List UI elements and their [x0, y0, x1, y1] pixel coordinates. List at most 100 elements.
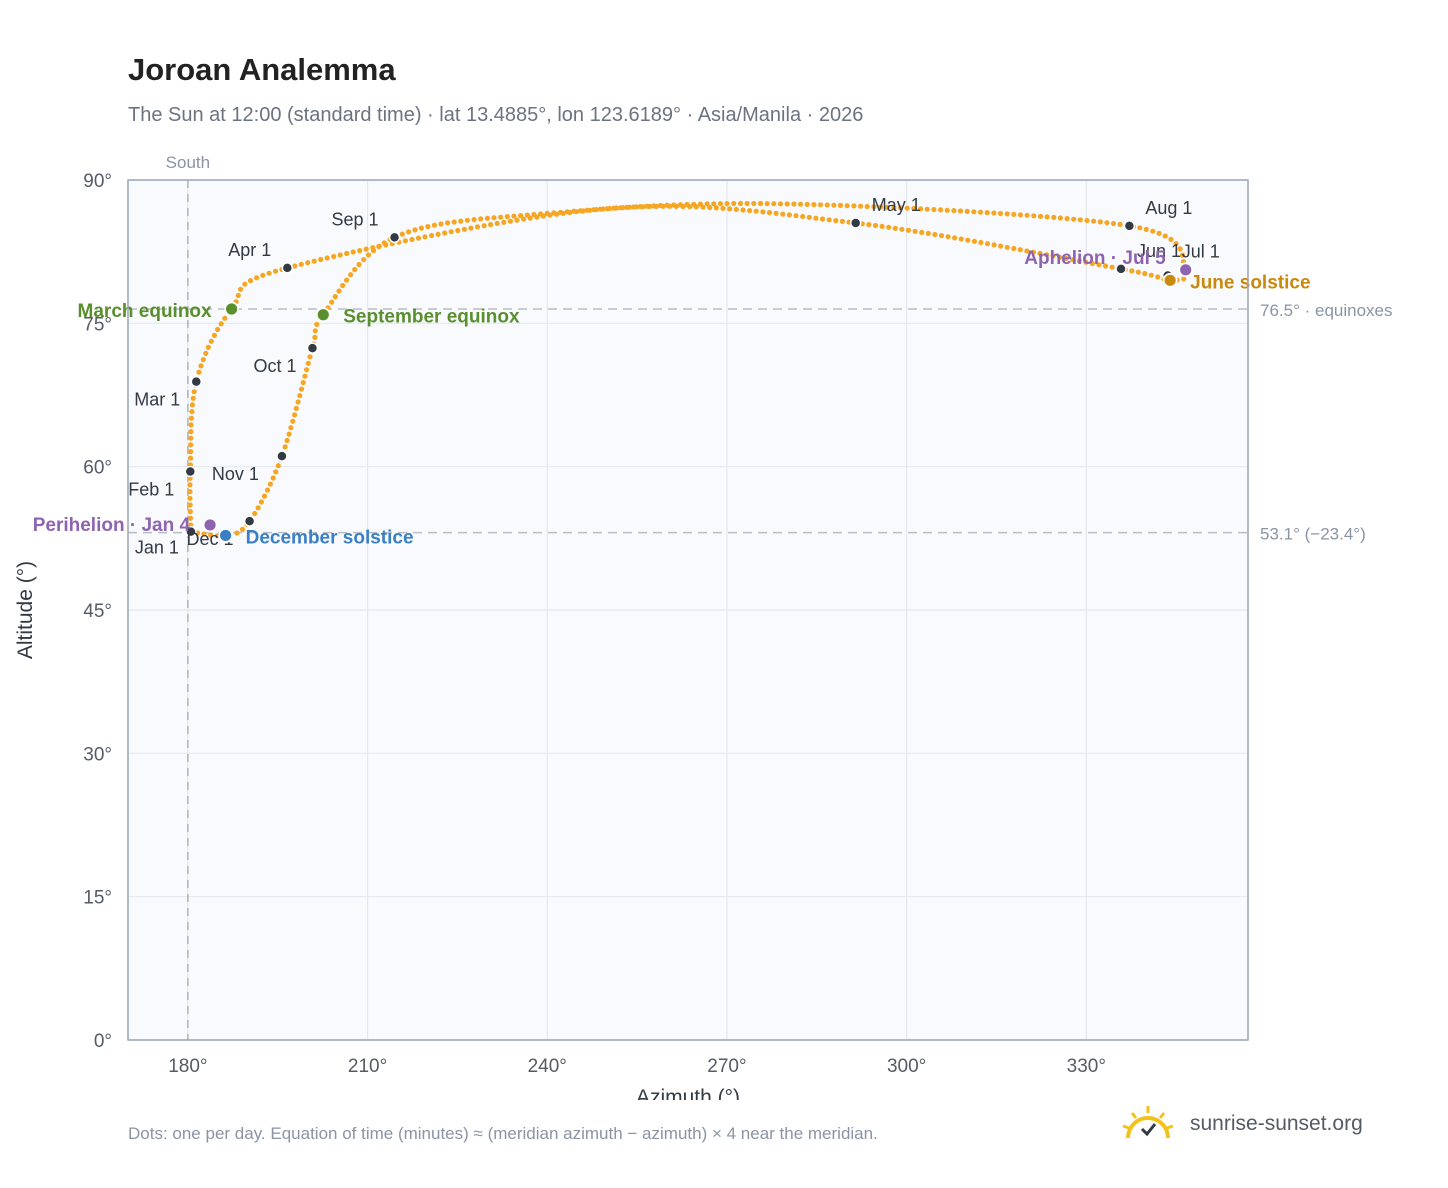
brand[interactable]: sunrise-sunset.org [1120, 1104, 1363, 1144]
daily-position-dot [912, 228, 918, 234]
daily-position-dot [188, 429, 194, 435]
daily-position-dot [644, 203, 650, 209]
daily-position-dot [737, 200, 744, 207]
daily-position-dot [211, 332, 217, 338]
x-tick-label: 240° [528, 1056, 567, 1077]
daily-position-dot [272, 268, 279, 274]
daily-position-dot [340, 282, 346, 289]
daily-position-dot [858, 203, 864, 209]
daily-position-dot [727, 206, 733, 212]
month-marker [1115, 263, 1127, 275]
daily-position-dot [965, 237, 971, 243]
daily-position-dot [215, 326, 221, 333]
daily-position-dot [208, 532, 214, 538]
daily-position-dot [671, 202, 677, 208]
daily-position-dot [288, 425, 294, 431]
daily-position-dot [365, 252, 372, 258]
daily-position-dot [418, 225, 424, 231]
daily-position-dot [1050, 253, 1056, 259]
month-marker-label: Nov 1 [212, 464, 259, 484]
daily-position-dot [190, 395, 196, 401]
daily-position-dot [898, 205, 904, 211]
daily-position-dot [305, 360, 311, 366]
daily-position-dot [531, 211, 537, 218]
daily-position-dot [331, 253, 337, 260]
y-tick-label: 0° [94, 1031, 112, 1052]
daily-position-dot [784, 201, 790, 207]
daily-position-dot [1044, 252, 1050, 258]
daily-position-dot [786, 212, 793, 218]
daily-position-dot [884, 204, 890, 210]
daily-position-dot [1024, 212, 1030, 218]
daily-position-dot [764, 201, 770, 207]
daily-position-dot [201, 531, 207, 537]
daily-position-dot [363, 246, 369, 252]
daily-position-dot [664, 202, 670, 208]
daily-position-dot [637, 204, 644, 210]
daily-position-dot [247, 278, 254, 284]
daily-position-dot [984, 241, 991, 247]
daily-position-dot [1017, 212, 1024, 218]
daily-position-dot [435, 231, 441, 237]
daily-position-dot [350, 249, 356, 255]
event-marker [1178, 262, 1194, 278]
daily-position-dot [312, 328, 318, 334]
x-tick-label: 330° [1067, 1056, 1106, 1077]
daily-position-dot [740, 207, 746, 213]
x-tick-label: 180° [168, 1056, 207, 1077]
daily-position-dot [1024, 248, 1030, 254]
daily-position-dot [451, 219, 457, 225]
daily-position-dot [188, 455, 194, 461]
daily-position-dot [298, 261, 304, 267]
x-tick-label: 270° [707, 1056, 746, 1077]
daily-position-dot [284, 437, 290, 444]
daily-position-dot [187, 502, 193, 508]
daily-position-dot [442, 230, 448, 236]
y-tick-label: 30° [83, 744, 112, 765]
daily-position-dot [1104, 220, 1110, 226]
daily-position-dot [461, 226, 467, 232]
daily-position-dot [1155, 274, 1161, 280]
daily-position-dot [1071, 216, 1077, 222]
daily-position-dot [944, 207, 950, 213]
daily-position-dot [833, 218, 839, 224]
daily-position-dot [1143, 226, 1149, 232]
daily-position-dot [811, 202, 817, 208]
daily-position-dot [282, 444, 288, 450]
month-marker-label: Apr 1 [228, 240, 271, 260]
daily-position-dot [258, 499, 264, 505]
daily-position-dot [239, 526, 246, 533]
daily-position-dot [657, 202, 664, 209]
daily-position-dot [1084, 217, 1090, 224]
daily-position-dot [677, 202, 684, 208]
month-marker [388, 231, 401, 244]
event-marker [1162, 272, 1178, 288]
event-label: December solstice [246, 527, 414, 548]
event-label: Perihelion · Jan 4 [33, 515, 191, 536]
daily-position-dot [720, 205, 726, 211]
daily-position-dot [1137, 225, 1143, 231]
daily-position-dot [406, 229, 412, 235]
daily-position-dot [817, 202, 824, 208]
daily-position-dot [286, 431, 292, 437]
daily-position-dot [571, 208, 577, 214]
daily-position-dot [751, 200, 757, 207]
daily-position-dot [235, 292, 241, 299]
daily-position-dot [314, 321, 320, 327]
daily-position-dot [478, 216, 484, 222]
daily-position-dot [524, 212, 530, 218]
daily-position-dot [311, 258, 317, 264]
daily-position-dot [611, 205, 617, 211]
daily-position-dot [187, 489, 193, 495]
daily-position-dot [919, 229, 925, 235]
daily-position-dot [344, 277, 350, 283]
plot-frame [127, 179, 1249, 1041]
daily-position-dot [448, 229, 454, 235]
daily-position-dot [831, 202, 837, 208]
month-marker-label: Sep 1 [331, 209, 378, 229]
daily-position-dot [336, 288, 342, 294]
daily-position-dot [744, 200, 750, 207]
daily-position-dot [521, 216, 527, 222]
daily-position-dot [352, 266, 358, 273]
daily-position-dot [938, 233, 945, 239]
